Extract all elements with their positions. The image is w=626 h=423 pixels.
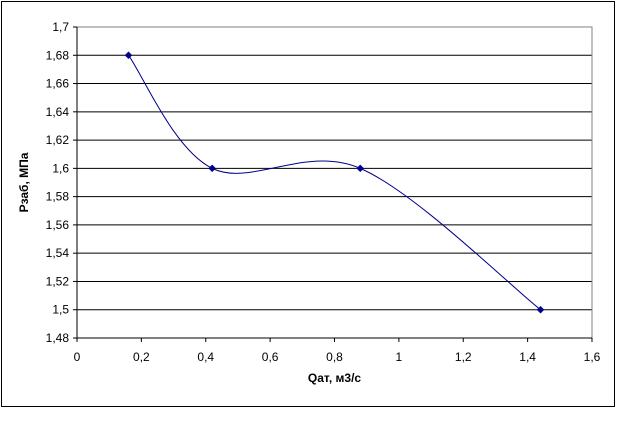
y-tick-label: 1,62 bbox=[46, 133, 70, 147]
y-tick-labels: 1,48 1,5 1,52 1,54 1,56 1,58 1,6 1,62 1,64 1,66 1,… bbox=[46, 20, 70, 345]
x-tick-label: 0,6 bbox=[262, 350, 279, 364]
y-axis-label: Pзаб, МПа bbox=[17, 152, 31, 212]
data-point-marker bbox=[208, 164, 217, 173]
data-point-marker bbox=[536, 305, 545, 314]
y-tick-label: 1,68 bbox=[46, 48, 70, 62]
series-layer bbox=[124, 51, 545, 314]
x-tick-label: 1 bbox=[396, 350, 403, 364]
x-tick-label: 0,2 bbox=[133, 350, 150, 364]
x-tick-label: 1,4 bbox=[519, 350, 536, 364]
x-tick-labels: 0 0,2 0,4 0,6 0,8 1 1,2 1,4 1,6 bbox=[74, 350, 601, 364]
data-point-marker bbox=[124, 51, 133, 60]
axes bbox=[73, 26, 593, 342]
chart-border bbox=[1, 1, 615, 407]
data-point-marker bbox=[356, 164, 365, 173]
y-tick-label: 1,56 bbox=[46, 218, 70, 232]
y-tick-label: 1,6 bbox=[52, 161, 69, 175]
x-tick-label: 0,8 bbox=[326, 350, 343, 364]
x-tick-label: 0,4 bbox=[197, 350, 214, 364]
x-axis-label: Qат, м3/с bbox=[308, 371, 362, 385]
y-tick-label: 1,54 bbox=[46, 246, 70, 260]
y-tick-label: 1,48 bbox=[46, 331, 70, 345]
y-tick-label: 1,58 bbox=[46, 190, 70, 204]
series-line bbox=[128, 54, 541, 311]
y-tick-label: 1,64 bbox=[46, 105, 70, 119]
y-tick-label: 1,66 bbox=[46, 77, 70, 91]
x-tick-label: 0 bbox=[74, 350, 81, 364]
y-tick-label: 1,7 bbox=[52, 20, 69, 34]
y-tick-label: 1,5 bbox=[52, 303, 69, 317]
x-tick-label: 1,6 bbox=[584, 350, 601, 364]
x-tick-label: 1,2 bbox=[455, 350, 472, 364]
y-tick-label: 1,52 bbox=[46, 274, 70, 288]
